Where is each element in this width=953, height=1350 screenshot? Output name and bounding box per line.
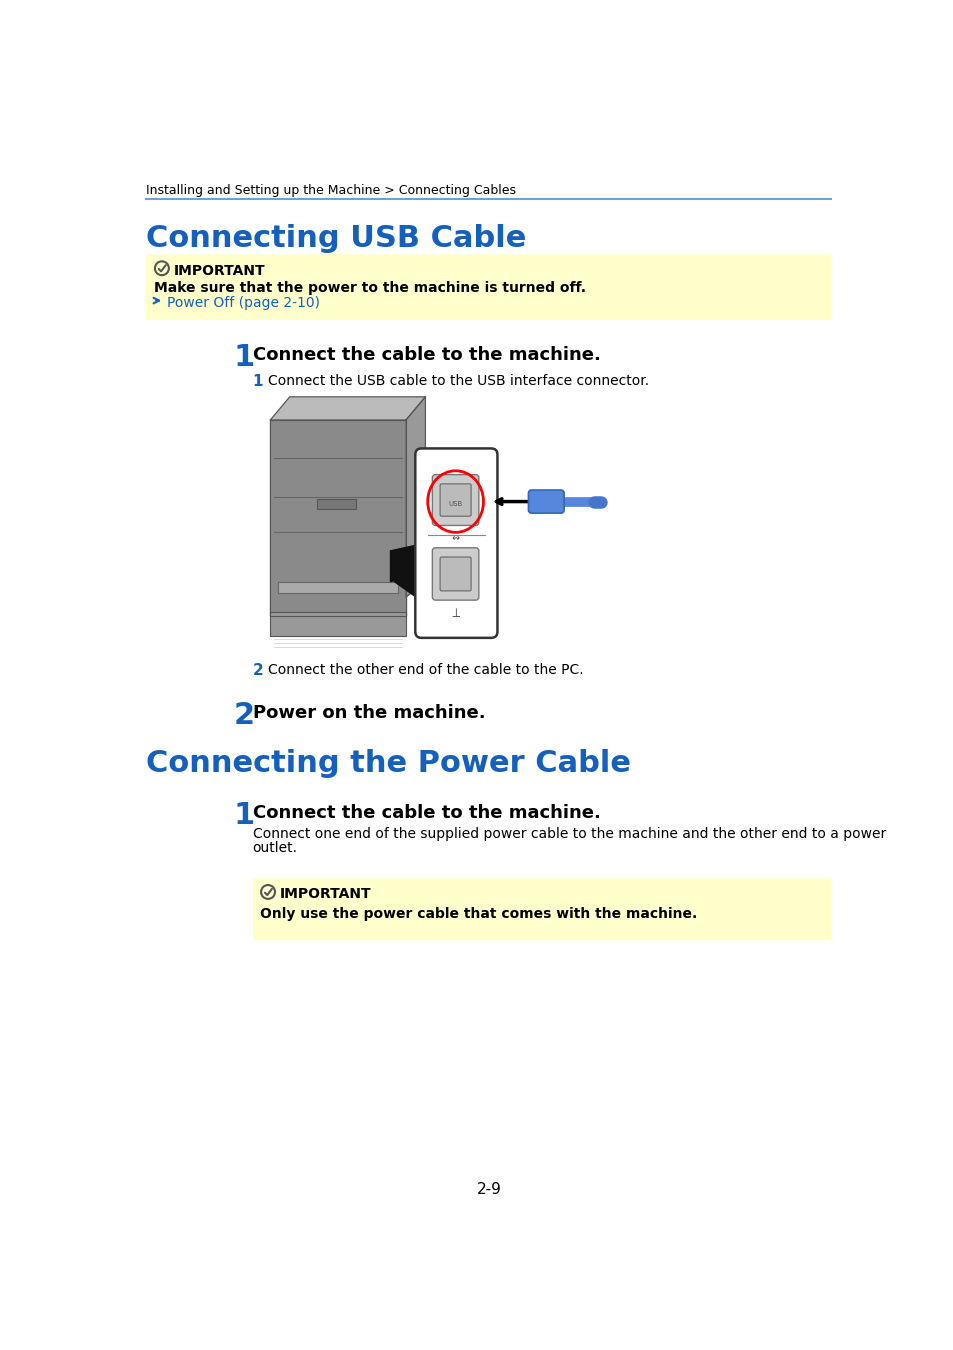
Text: Connect the USB cable to the USB interface connector.: Connect the USB cable to the USB interfa… [268,374,648,387]
Text: 1: 1 [233,343,255,373]
Polygon shape [270,397,425,420]
Text: 1: 1 [233,801,255,830]
Text: 2-9: 2-9 [476,1183,501,1197]
FancyBboxPatch shape [316,500,355,509]
Text: $\perp$: $\perp$ [449,608,461,621]
Text: Connect the cable to the machine.: Connect the cable to the machine. [253,805,599,822]
Text: $\leftrightsquigarrow$: $\leftrightsquigarrow$ [449,533,461,543]
Text: IMPORTANT: IMPORTANT [173,263,265,278]
FancyBboxPatch shape [528,490,563,513]
Text: IMPORTANT: IMPORTANT [279,887,371,902]
Text: Connect one end of the supplied power cable to the machine and the other end to : Connect one end of the supplied power ca… [253,828,885,841]
FancyBboxPatch shape [439,483,471,516]
Text: Power Off (page 2-10): Power Off (page 2-10) [167,296,320,310]
FancyBboxPatch shape [278,582,397,593]
Polygon shape [270,420,406,617]
Text: 2: 2 [253,663,263,678]
FancyBboxPatch shape [439,558,471,591]
Text: 2: 2 [233,701,254,730]
Text: 1: 1 [253,374,263,389]
FancyBboxPatch shape [432,475,478,525]
Text: Installing and Setting up the Machine > Connecting Cables: Installing and Setting up the Machine > … [146,184,516,197]
Text: Connecting USB Cable: Connecting USB Cable [146,224,526,252]
Text: outlet.: outlet. [253,841,297,855]
Polygon shape [394,551,448,620]
Text: Connect the cable to the machine.: Connect the cable to the machine. [253,346,599,365]
Polygon shape [390,543,425,582]
FancyBboxPatch shape [253,878,831,940]
Text: Make sure that the power to the machine is turned off.: Make sure that the power to the machine … [154,281,585,294]
FancyBboxPatch shape [270,613,406,636]
Text: USB: USB [448,501,462,506]
Text: Connecting the Power Cable: Connecting the Power Cable [146,749,631,778]
Text: Only use the power cable that comes with the machine.: Only use the power cable that comes with… [260,907,697,921]
Text: Power on the machine.: Power on the machine. [253,705,485,722]
Text: Connect the other end of the cable to the PC.: Connect the other end of the cable to th… [268,663,583,676]
FancyBboxPatch shape [146,254,831,320]
Polygon shape [406,397,425,597]
FancyBboxPatch shape [432,548,478,601]
FancyBboxPatch shape [415,448,497,637]
